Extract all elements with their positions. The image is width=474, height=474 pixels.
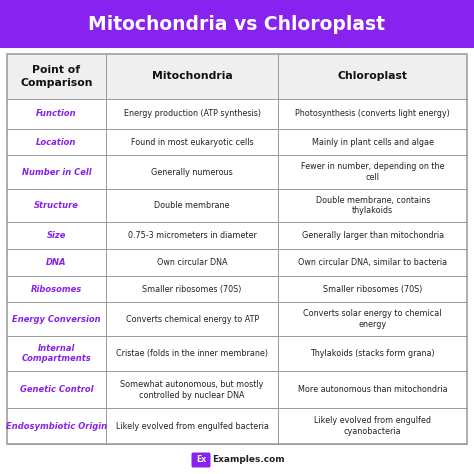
Text: Cristae (folds in the inner membrane): Cristae (folds in the inner membrane) [116,349,268,358]
Text: Converts solar energy to chemical
energy: Converts solar energy to chemical energy [303,310,442,329]
Text: Structure: Structure [34,201,79,210]
Bar [7,302,467,336]
Text: Double membrane, contains
thylakoids: Double membrane, contains thylakoids [316,196,430,215]
Bar [7,129,467,155]
Text: Energy production (ATP synthesis): Energy production (ATP synthesis) [124,109,261,118]
Text: Ribosomes: Ribosomes [31,284,82,293]
Text: Energy Conversion: Energy Conversion [12,315,101,324]
Text: Generally larger than mitochondria: Generally larger than mitochondria [301,231,444,240]
Text: Point of
Comparison: Point of Comparison [20,65,93,88]
Bar [7,372,467,408]
Text: Smaller ribosomes (70S): Smaller ribosomes (70S) [143,284,242,293]
Text: Somewhat autonomous, but mostly
controlled by nuclear DNA: Somewhat autonomous, but mostly controll… [120,380,264,400]
Bar [7,54,467,444]
Text: Function: Function [36,109,77,118]
Text: Found in most eukaryotic cells: Found in most eukaryotic cells [131,137,254,146]
Text: Mitochondria: Mitochondria [152,72,233,82]
Text: Likely evolved from engulfed
cyanobacteria: Likely evolved from engulfed cyanobacter… [314,417,431,436]
Text: Mainly in plant cells and algae: Mainly in plant cells and algae [312,137,434,146]
Text: Size: Size [47,231,66,240]
Bar [7,336,467,372]
Text: Photosynthesis (converts light energy): Photosynthesis (converts light energy) [295,109,450,118]
Text: Own circular DNA: Own circular DNA [157,258,228,267]
Text: Converts chemical energy to ATP: Converts chemical energy to ATP [126,315,259,324]
Bar [7,189,467,222]
Text: Generally numerous: Generally numerous [151,168,233,177]
Text: Mitochondria vs Chloroplast: Mitochondria vs Chloroplast [89,15,385,34]
FancyBboxPatch shape [191,453,210,467]
Bar [7,54,467,99]
Text: Chloroplast: Chloroplast [337,72,408,82]
Bar [7,249,467,276]
Text: Endosymbiotic Origin: Endosymbiotic Origin [6,422,107,431]
Text: Likely evolved from engulfed bacteria: Likely evolved from engulfed bacteria [116,422,269,431]
Text: Number in Cell: Number in Cell [22,168,91,177]
Text: More autonomous than mitochondria: More autonomous than mitochondria [298,385,447,394]
Text: Location: Location [36,137,77,146]
Text: Own circular DNA, similar to bacteria: Own circular DNA, similar to bacteria [298,258,447,267]
Text: Ex: Ex [196,456,206,465]
Text: Genetic Control: Genetic Control [20,385,93,394]
Text: Examples.com: Examples.com [212,456,284,465]
Text: Fewer in number, depending on the
cell: Fewer in number, depending on the cell [301,163,445,182]
Bar [7,222,467,249]
FancyBboxPatch shape [0,0,474,48]
Bar [7,408,467,444]
Text: Double membrane: Double membrane [155,201,230,210]
Text: Smaller ribosomes (70S): Smaller ribosomes (70S) [323,284,422,293]
Text: 0.75-3 micrometers in diameter: 0.75-3 micrometers in diameter [128,231,256,240]
Bar [7,155,467,189]
Text: Thylakoids (stacks form grana): Thylakoids (stacks form grana) [310,349,435,358]
Text: DNA: DNA [46,258,67,267]
Bar [7,276,467,302]
Bar [7,54,467,444]
Text: Internal
Compartments: Internal Compartments [22,344,91,364]
Bar [7,99,467,129]
